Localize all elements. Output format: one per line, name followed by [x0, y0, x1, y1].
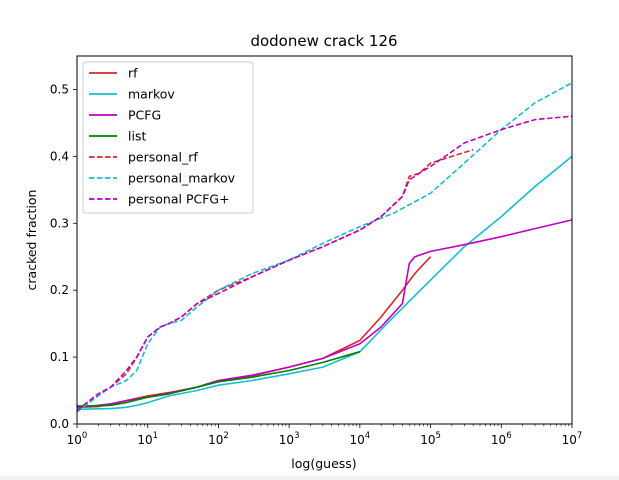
y-axis-ticks: 0.0 0.1 0.2 0.3 0.4 0.5: [50, 82, 77, 431]
x-axis-label: log(guess): [291, 456, 356, 471]
legend-label-4: personal_rf: [128, 150, 198, 165]
bottom-strip: [0, 476, 619, 480]
legend-label-5: personal_markov: [128, 171, 236, 186]
plot-frame: [76, 55, 573, 425]
series-line-0: [76, 256, 432, 409]
legend: rf markov PCFG list personal_rf personal_mark…: [82, 61, 254, 214]
series-line-3: [77, 350, 361, 407]
x-tick-label: 104: [350, 431, 371, 447]
series-line-5: [76, 82, 573, 413]
x-tick-label: 101: [137, 431, 158, 447]
x-tick-label: 105: [420, 431, 441, 447]
chart-title: dodonew crack 126: [250, 32, 397, 50]
legend-box: [82, 61, 254, 214]
series-line-1: [76, 155, 573, 411]
y-tick-label: 0.0: [50, 417, 69, 431]
x-axis-ticks: 100 101 102 103 104 105 106 107: [67, 424, 583, 447]
series-lines: [76, 82, 573, 413]
y-tick-label: 0.3: [50, 216, 69, 230]
y-tick-label: 0.2: [50, 283, 69, 297]
x-tick-label: 103: [279, 431, 300, 447]
y-axis-label: cracked fraction: [24, 190, 39, 291]
y-tick-label: 0.5: [50, 82, 69, 96]
legend-label-6: personal PCFG+: [128, 192, 230, 207]
y-tick-label: 0.4: [50, 149, 69, 163]
x-tick-label: 100: [67, 431, 88, 447]
x-tick-label: 106: [491, 431, 512, 447]
series-line-6: [76, 115, 573, 412]
legend-label-2: PCFG: [128, 108, 161, 123]
y-tick-label: 0.1: [50, 350, 69, 364]
series-line-2: [76, 219, 573, 409]
x-tick-label: 102: [208, 431, 229, 447]
legend-label-1: markov: [128, 87, 175, 102]
legend-label-0: rf: [128, 66, 138, 81]
legend-label-3: list: [128, 129, 146, 144]
x-tick-label: 107: [562, 431, 583, 447]
